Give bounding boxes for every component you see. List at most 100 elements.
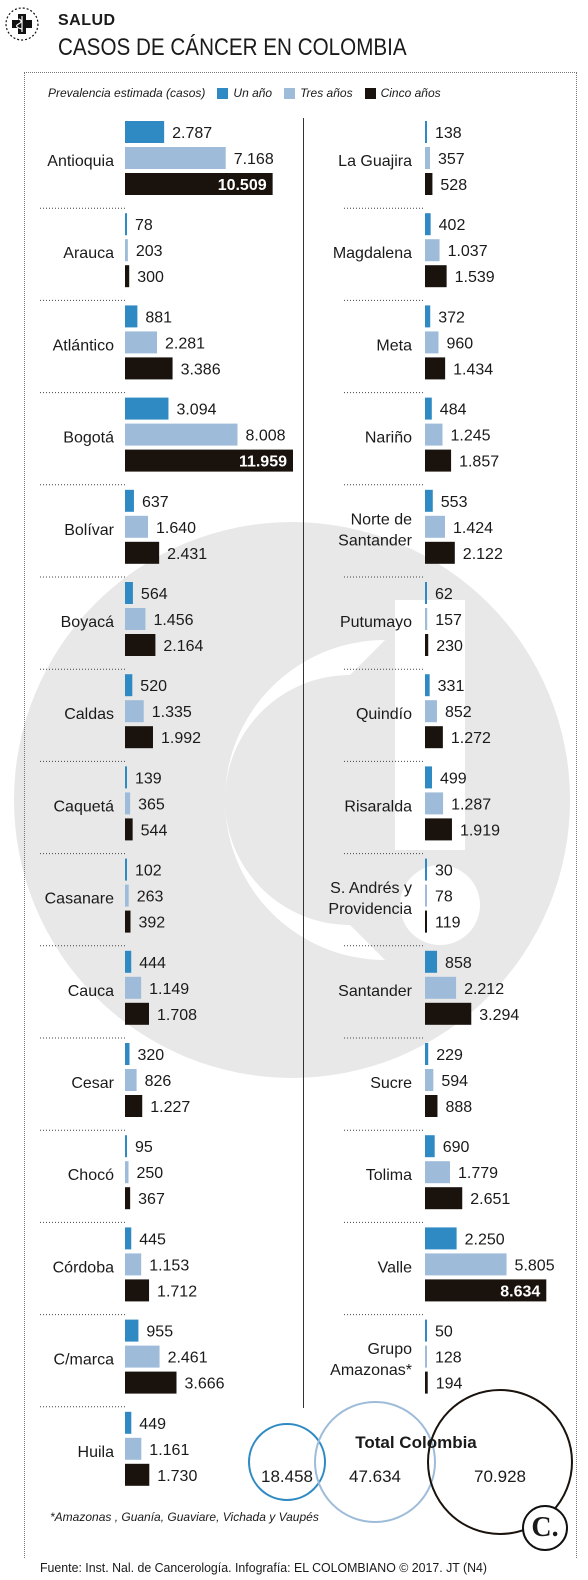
bar-antioquia-series-2 [125, 173, 273, 195]
value-label-narino-series-1: 1.245 [450, 428, 490, 445]
region-label-meta: Meta [376, 337, 412, 354]
value-label-quindio-series-2: 1.272 [451, 730, 491, 747]
value-label-cesar-series-0: 320 [137, 1047, 164, 1064]
value-label-huila-series-2: 1.730 [157, 1468, 197, 1485]
value-label-caldas-series-1: 1.335 [152, 704, 192, 721]
bar-norte-de-santander-series-0 [425, 489, 433, 512]
bar-meta-series-1 [425, 331, 439, 354]
bar-santander-series-0 [425, 950, 438, 973]
legend-label-cinco-anos: Cinco años [380, 86, 441, 100]
region-label-cesar: Cesar [71, 1075, 114, 1092]
bar-narino-series-2 [425, 449, 452, 472]
bar-caldas-series-1 [125, 700, 144, 723]
value-label-atlantico-series-2: 3.386 [181, 361, 221, 378]
region-label-grupo-amazonas: Grupo [368, 1341, 413, 1358]
value-label-choco-series-0: 95 [135, 1139, 153, 1156]
bar-risaralda-series-0 [425, 766, 433, 789]
value-label-magdalena-series-1: 1.037 [448, 243, 488, 260]
bar-bogota-series-1 [125, 423, 238, 446]
bar-caldas-series-0 [125, 674, 133, 697]
value-label-casanare-series-2: 392 [139, 915, 166, 932]
region-label-s-andres-y-providencia: S. Andrés y [330, 880, 412, 897]
bar-tolima-series-0 [425, 1135, 435, 1158]
bar-bogota-series-0 [125, 397, 169, 420]
value-label-cauca-series-0: 444 [139, 955, 166, 972]
value-label-putumayo-series-1: 157 [435, 612, 462, 629]
value-label-tolima-series-0: 690 [443, 1139, 470, 1156]
bar-quindio-series-1 [425, 700, 437, 723]
value-label-narino-series-2: 1.857 [459, 454, 499, 471]
bar-casanare-series-0 [125, 858, 127, 881]
value-label-s-andres-y-providencia-series-2: 119 [435, 915, 461, 932]
bar-sucre-series-2 [425, 1095, 438, 1117]
value-label-norte-de-santander-series-2: 2.122 [463, 546, 503, 563]
value-label-santander-series-2: 3.294 [479, 1007, 519, 1024]
bar-narino-series-1 [425, 423, 443, 446]
value-label-quindio-series-0: 331 [438, 678, 465, 695]
bar-c-marca-series-0 [125, 1319, 139, 1342]
bar-boyaca-series-2 [125, 634, 156, 656]
value-label-antioquia-series-0: 2.787 [172, 125, 212, 142]
value-label-bolivar-series-2: 2.431 [167, 546, 207, 563]
bar-narino-series-0 [425, 397, 432, 420]
bar-bolivar-series-2 [125, 541, 160, 564]
bar-grupo-amazonas-series-1 [425, 1345, 427, 1368]
bar-caldas-series-2 [125, 726, 153, 749]
value-label-grupo-amazonas-series-0: 50 [435, 1324, 453, 1341]
legend-swatch-un-ano [217, 87, 229, 99]
value-label-atlantico-series-1: 2.281 [165, 335, 205, 352]
bar-putumayo-series-1 [425, 608, 428, 630]
value-label-c-marca-series-0: 955 [146, 1324, 173, 1341]
bar-valle-series-2 [425, 1279, 547, 1302]
bar-risaralda-series-1 [425, 792, 444, 815]
total-circle-series-2 [427, 1389, 573, 1535]
value-label-casanare-series-1: 263 [137, 889, 164, 906]
bar-valle-series-0 [425, 1227, 457, 1250]
legend: Prevalencia estimada (casos) Un año Tres… [48, 86, 441, 100]
bar-bolivar-series-1 [125, 515, 149, 538]
region-label-norte-de-santander: Santander [338, 532, 413, 549]
source-credit: Fuente: Inst. Nal. de Cancerología. Info… [40, 1560, 488, 1575]
bar-atlantico-series-1 [125, 331, 158, 354]
bar-choco-series-1 [125, 1161, 129, 1184]
bar-bogota-series-2 [125, 449, 293, 472]
value-label-boyaca-series-2: 2.164 [163, 638, 203, 655]
region-label-bolivar: Bolívar [64, 522, 114, 539]
value-label-cesar-series-2: 1.227 [150, 1099, 190, 1116]
value-label-meta-series-2: 1.434 [453, 361, 493, 378]
total-circle-series-1 [314, 1401, 436, 1523]
region-label-casanare: Casanare [45, 891, 114, 908]
bar-choco-series-0 [125, 1135, 127, 1158]
value-label-narino-series-0: 484 [440, 402, 467, 419]
bar-atlantico-series-2 [125, 357, 173, 380]
region-label-huila: Huila [78, 1444, 115, 1461]
bar-c-marca-series-2 [125, 1371, 177, 1394]
bar-antioquia-series-0 [125, 121, 165, 143]
total-value-series-0: 18.458 [261, 1467, 313, 1486]
value-label-s-andres-y-providencia-series-1: 78 [435, 889, 453, 906]
legend-label-tres-anos: Tres años [300, 86, 353, 100]
value-label-caqueta-series-2: 544 [141, 822, 168, 839]
legend-label-un-ano: Un año [233, 86, 273, 100]
bar-quindio-series-0 [425, 674, 430, 697]
bar-quindio-series-2 [425, 726, 443, 749]
value-label-antioquia-series-1: 7.168 [234, 151, 274, 168]
value-label-antioquia-series-2: 10.509 [218, 177, 267, 194]
value-label-valle-series-2: 8.634 [500, 1283, 540, 1300]
total-value-series-1: 47.634 [349, 1467, 401, 1486]
value-label-grupo-amazonas-series-2: 194 [436, 1376, 463, 1393]
bar-arauca-series-0 [125, 213, 127, 236]
region-label-cauca: Cauca [68, 983, 114, 1000]
total-circle-series-0 [248, 1423, 326, 1501]
region-label-boyaca: Boyacá [61, 614, 114, 631]
bar-valle-series-1 [425, 1253, 507, 1276]
value-label-risaralda-series-2: 1.919 [460, 822, 500, 839]
el-colombiano-logo: C. [522, 1505, 568, 1551]
value-label-tolima-series-1: 1.779 [458, 1165, 498, 1182]
value-label-bogota-series-1: 8.008 [245, 428, 285, 445]
value-label-boyaca-series-0: 564 [141, 586, 168, 603]
value-label-bogota-series-2: 11.959 [239, 454, 287, 471]
bar-caqueta-series-2 [125, 818, 133, 841]
bar-s-andres-y-providencia-series-0 [425, 858, 427, 881]
region-label-narino: Nariño [365, 430, 412, 447]
